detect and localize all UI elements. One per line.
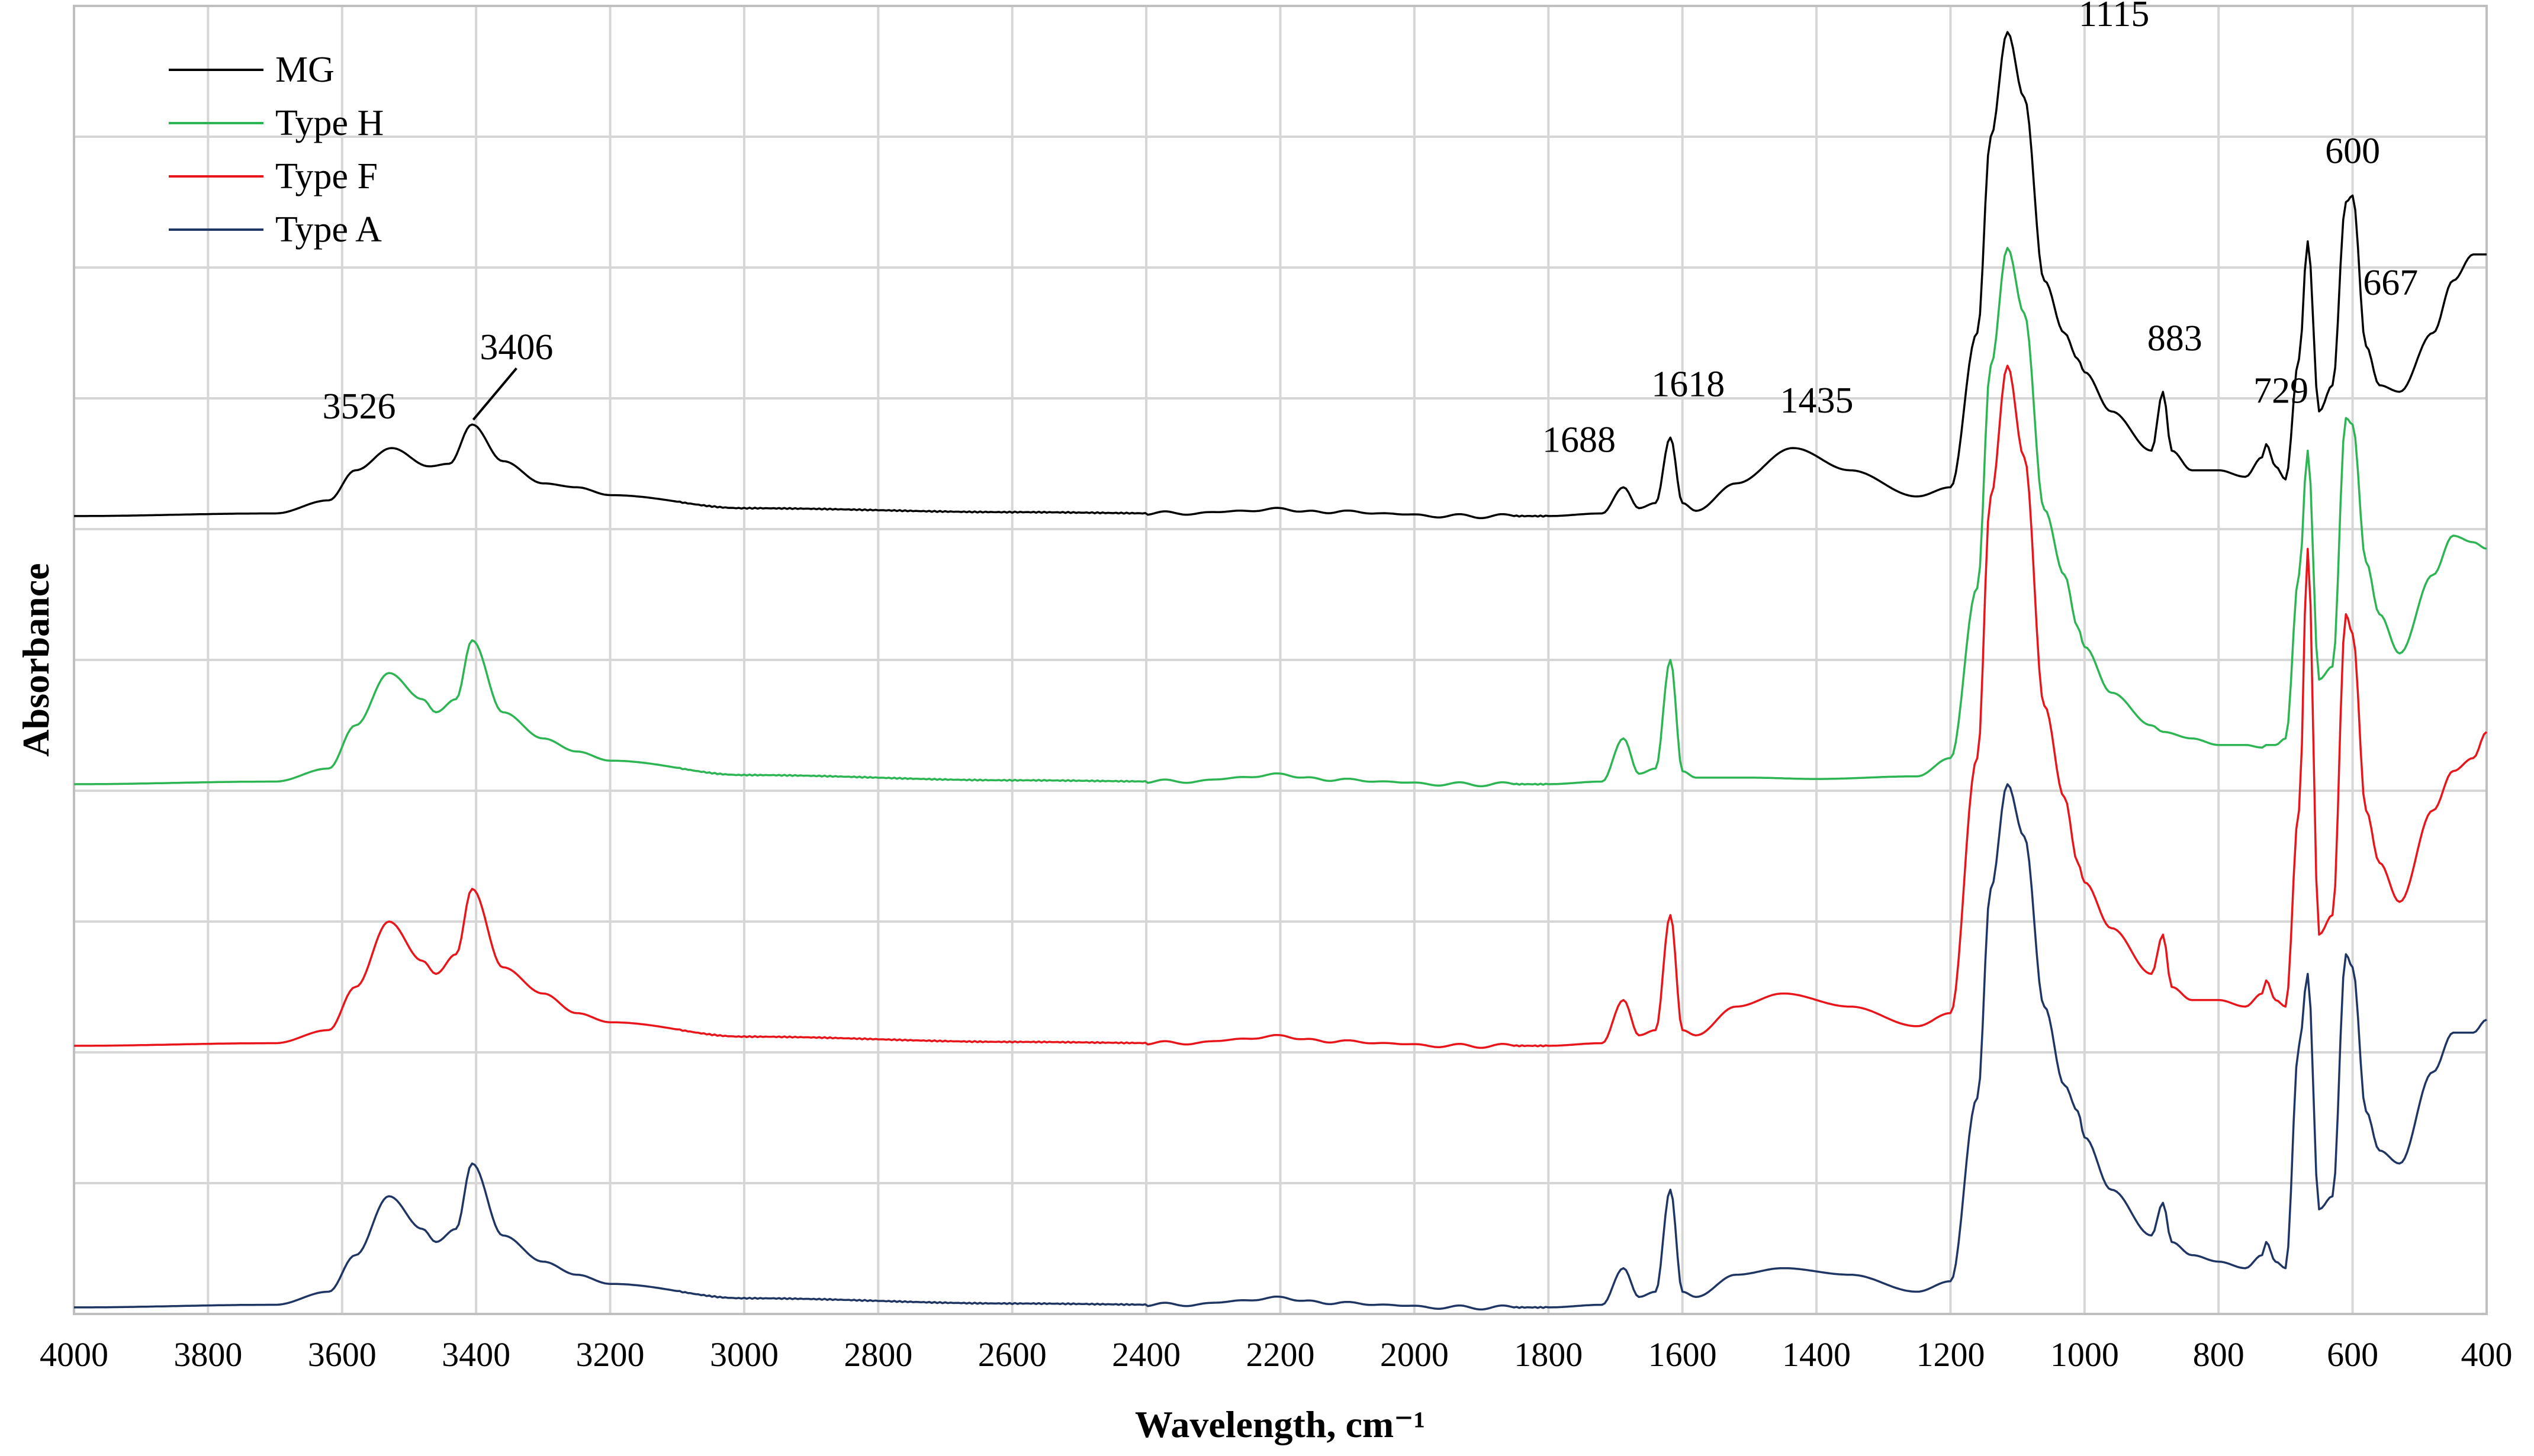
- plot-frame: [73, 5, 2488, 1315]
- peak-label-1688: 1688: [1542, 420, 1616, 460]
- x-tick-label: 600: [2327, 1335, 2378, 1374]
- peak-label-1115: 1115: [2079, 0, 2149, 34]
- x-tick-label: 3800: [173, 1335, 242, 1374]
- series-line-type-h: [73, 247, 2487, 788]
- x-axis-title: Wavelength, cm⁻¹: [1135, 1403, 1425, 1445]
- peak-label-1618: 1618: [1651, 364, 1725, 404]
- peak-label-729: 729: [2253, 371, 2308, 411]
- x-tick-label: 2000: [1380, 1335, 1449, 1374]
- x-tick-label: 2400: [1112, 1335, 1181, 1374]
- legend-label-type-a: Type A: [275, 210, 382, 250]
- x-tick-label: 800: [2193, 1335, 2244, 1374]
- legend-label-mg: MG: [275, 50, 335, 90]
- series-line-type-a: [74, 783, 2487, 1311]
- x-tick-label: 3600: [308, 1335, 377, 1374]
- x-tick-label: 1800: [1514, 1335, 1583, 1374]
- legend-label-type-h: Type H: [275, 103, 384, 143]
- x-tick-label: 1600: [1648, 1335, 1717, 1374]
- x-tick-label: 4000: [40, 1335, 108, 1374]
- x-tick-label: 3200: [576, 1335, 645, 1374]
- x-tick-label: 2200: [1246, 1335, 1315, 1374]
- legend: MG Type H Type F Type A: [169, 50, 384, 250]
- x-tick-label: 2600: [978, 1335, 1047, 1374]
- peak-label-1435: 1435: [1780, 381, 1853, 421]
- x-tick-label: 3000: [710, 1335, 779, 1374]
- legend-label-type-f: Type F: [275, 156, 378, 197]
- series-line-type-f: [73, 365, 2488, 1049]
- x-axis-tick-labels: 4000 3800 3600 3400 3200 3000 2800 2600 2400 2200…: [40, 1335, 2513, 1374]
- x-tick-label: 400: [2461, 1335, 2513, 1374]
- peak-label-883: 883: [2147, 318, 2202, 359]
- series-lines: [73, 31, 2488, 1311]
- y-axis-title: Absorbance: [15, 563, 57, 756]
- x-tick-label: 1400: [1782, 1335, 1851, 1374]
- series-line-mg: [74, 31, 2487, 520]
- peak-annotations: 3526 3406 1688 1618 1435 1115 883 729 600 667: [323, 0, 2419, 460]
- x-tick-label: 1200: [1916, 1335, 1985, 1374]
- x-tick-label: 1000: [2050, 1335, 2119, 1374]
- x-tick-label: 3400: [442, 1335, 510, 1374]
- x-tick-label: 2800: [844, 1335, 912, 1374]
- peak-label-3526: 3526: [323, 386, 396, 427]
- peak-label-3406: 3406: [480, 327, 553, 368]
- grid: [73, 5, 2488, 1314]
- peak-leader-line: [472, 367, 517, 421]
- peak-label-600: 600: [2325, 131, 2380, 171]
- peak-label-667: 667: [2363, 263, 2418, 303]
